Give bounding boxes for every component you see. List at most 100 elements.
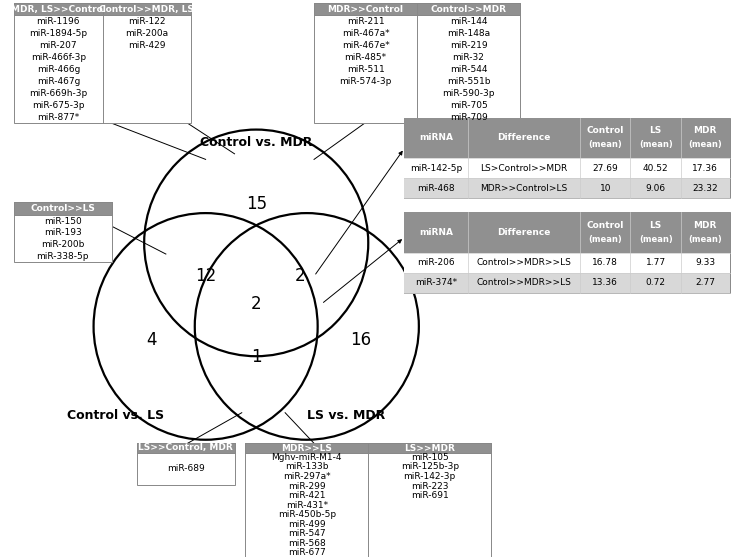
Text: miR-709: miR-709 [450, 113, 487, 122]
Text: miR-1196: miR-1196 [37, 17, 80, 26]
Text: Control>>LS: Control>>LS [30, 204, 95, 214]
Text: 9.33: 9.33 [695, 258, 716, 267]
Text: MDR: MDR [694, 126, 717, 135]
FancyBboxPatch shape [404, 178, 730, 198]
Text: miR-499: miR-499 [288, 520, 326, 529]
Text: (mean): (mean) [589, 235, 622, 244]
Text: LS>Control>>MDR: LS>Control>>MDR [480, 164, 567, 173]
FancyBboxPatch shape [404, 117, 730, 158]
Text: miR-551b: miR-551b [447, 77, 490, 86]
FancyBboxPatch shape [404, 158, 730, 178]
Text: miR-466g: miR-466g [37, 65, 80, 74]
FancyBboxPatch shape [14, 3, 191, 15]
Text: miR-429: miR-429 [128, 41, 166, 50]
Text: Control vs. LS: Control vs. LS [67, 409, 164, 422]
Text: miR-200a: miR-200a [126, 29, 168, 37]
Text: miR-297a*: miR-297a* [283, 472, 330, 481]
Text: 13.36: 13.36 [592, 278, 618, 287]
Text: Control: Control [586, 221, 624, 230]
Text: Control vs. MDR: Control vs. MDR [200, 136, 313, 149]
Text: Difference: Difference [497, 228, 550, 237]
Text: 4: 4 [146, 331, 156, 349]
Text: miR-468: miR-468 [418, 184, 455, 193]
Text: 0.72: 0.72 [646, 278, 666, 287]
Text: miR-431*: miR-431* [286, 501, 328, 510]
Text: miR-374*: miR-374* [415, 278, 457, 287]
Text: miR-669h-3p: miR-669h-3p [29, 89, 87, 98]
Text: 16.78: 16.78 [592, 258, 618, 267]
Text: MDR>>Control: MDR>>Control [327, 5, 404, 14]
Text: 40.52: 40.52 [643, 164, 669, 173]
Text: LS: LS [650, 221, 662, 230]
FancyBboxPatch shape [245, 443, 491, 453]
Text: miRNA: miRNA [419, 228, 453, 237]
Text: miR-105: miR-105 [411, 453, 448, 462]
Text: (mean): (mean) [639, 140, 672, 149]
Text: miR-675-3p: miR-675-3p [32, 101, 84, 110]
Text: miR-223: miR-223 [411, 481, 448, 491]
Text: Control>>MDR>>LS: Control>>MDR>>LS [476, 258, 571, 267]
FancyBboxPatch shape [314, 3, 520, 123]
Text: (mean): (mean) [589, 140, 622, 149]
Text: LS>>Control, MDR: LS>>Control, MDR [139, 443, 233, 452]
Text: miR-590-3p: miR-590-3p [443, 89, 495, 98]
Text: miR-206: miR-206 [418, 258, 455, 267]
Text: miR-133b: miR-133b [285, 462, 329, 471]
Text: miR-705: miR-705 [450, 101, 487, 110]
FancyBboxPatch shape [404, 212, 730, 253]
Text: miR-467g: miR-467g [37, 77, 80, 86]
Text: 10: 10 [600, 184, 611, 193]
Text: miR-211: miR-211 [346, 17, 385, 26]
FancyBboxPatch shape [404, 253, 730, 273]
FancyBboxPatch shape [137, 443, 235, 453]
Text: MDR>>Control>LS: MDR>>Control>LS [480, 184, 567, 193]
Text: miR-144: miR-144 [450, 17, 487, 26]
Text: miR-200b: miR-200b [41, 240, 84, 249]
Text: miR-568: miR-568 [288, 539, 326, 548]
Text: miR-485*: miR-485* [344, 53, 387, 61]
Text: 2: 2 [294, 267, 305, 285]
Text: Mghv-miR-M1-4: Mghv-miR-M1-4 [272, 453, 342, 462]
Text: miR-150: miR-150 [44, 217, 81, 226]
Text: miR-877*: miR-877* [37, 113, 79, 122]
Text: MDR, LS>>Control: MDR, LS>>Control [11, 5, 106, 14]
Text: 1: 1 [251, 348, 261, 366]
FancyBboxPatch shape [404, 273, 730, 293]
Text: miR-511: miR-511 [346, 65, 385, 74]
Text: miR-467a*: miR-467a* [342, 29, 389, 37]
Text: MDR: MDR [694, 221, 717, 230]
Text: miR-466f-3p: miR-466f-3p [31, 53, 86, 61]
Text: miR-207: miR-207 [40, 41, 77, 50]
Text: MDR>>LS: MDR>>LS [281, 443, 333, 453]
Text: miR-122: miR-122 [128, 17, 166, 26]
Text: LS: LS [650, 126, 662, 135]
Text: miR-142-3p: miR-142-3p [404, 472, 456, 481]
Text: miR-125b-3p: miR-125b-3p [401, 462, 459, 471]
Text: miR-338-5p: miR-338-5p [37, 252, 89, 260]
Text: miR-32: miR-32 [453, 53, 484, 61]
Text: 9.06: 9.06 [646, 184, 666, 193]
FancyBboxPatch shape [137, 443, 235, 485]
FancyBboxPatch shape [14, 202, 112, 215]
Text: Control>>MDR: Control>>MDR [431, 5, 506, 14]
Text: 27.69: 27.69 [592, 164, 618, 173]
Text: miRNA: miRNA [419, 133, 453, 143]
Text: (mean): (mean) [639, 235, 672, 244]
Text: LS vs. MDR: LS vs. MDR [308, 409, 385, 422]
Text: miR-677: miR-677 [288, 548, 326, 557]
FancyBboxPatch shape [14, 3, 191, 123]
Text: miR-544: miR-544 [450, 65, 487, 74]
Text: Control>>MDR, LS: Control>>MDR, LS [99, 5, 195, 14]
Text: 1.77: 1.77 [646, 258, 666, 267]
Text: (mean): (mean) [688, 140, 722, 149]
FancyBboxPatch shape [404, 212, 730, 293]
Text: Difference: Difference [497, 133, 550, 143]
Text: Control>>MDR>>LS: Control>>MDR>>LS [476, 278, 571, 287]
Text: 16: 16 [350, 331, 371, 349]
FancyBboxPatch shape [404, 117, 730, 198]
Text: 17.36: 17.36 [692, 164, 719, 173]
Text: 12: 12 [195, 267, 217, 285]
FancyBboxPatch shape [245, 443, 491, 557]
Text: miR-547: miR-547 [288, 529, 326, 538]
Text: miR-574-3p: miR-574-3p [339, 77, 392, 86]
